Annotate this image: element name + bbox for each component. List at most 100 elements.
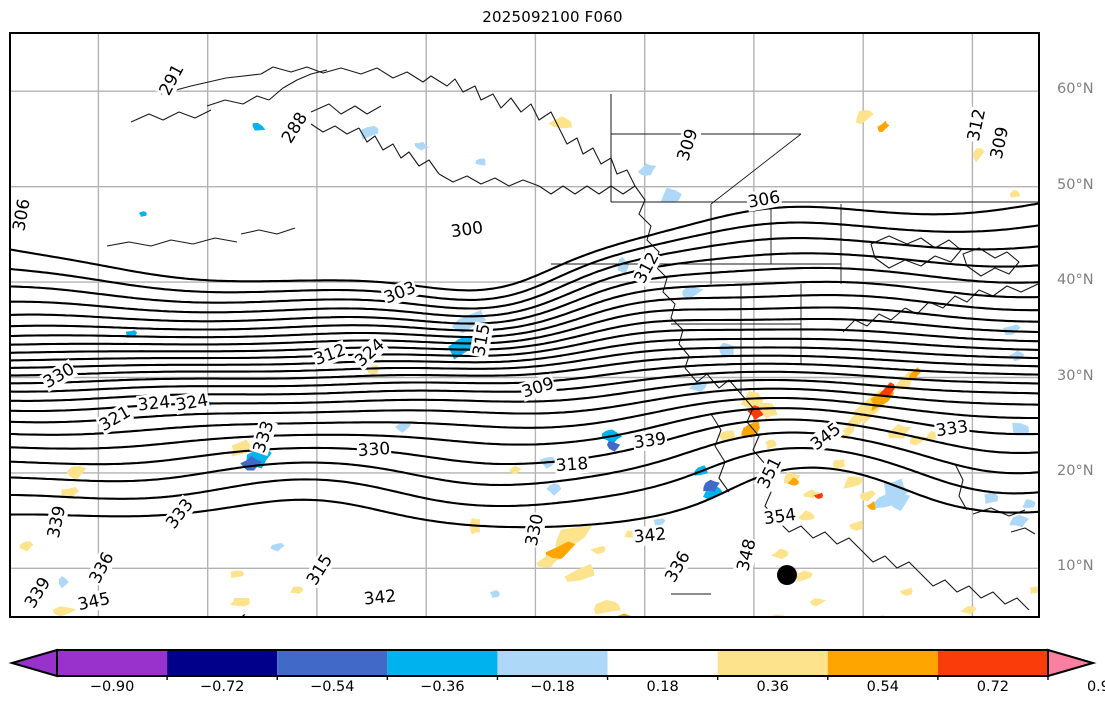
anomaly-patch xyxy=(395,422,412,433)
contour-label-halo xyxy=(155,60,188,100)
thickness-contour-321 xyxy=(11,346,1038,377)
colorbar-segment-royal-blue[interactable] xyxy=(277,650,388,676)
page-title: 2025092100 F060 xyxy=(482,8,623,26)
colorbar-segment-light-yellow[interactable] xyxy=(717,650,828,676)
anomaly-patch xyxy=(843,476,863,489)
anomaly-patch xyxy=(888,493,911,512)
contour-label-halo xyxy=(469,321,494,359)
colorbar-segment-extend-low-violet[interactable] xyxy=(57,650,168,676)
anomaly-patch xyxy=(833,459,846,469)
colorbar-label-5: 0.18 xyxy=(646,679,679,695)
contour-label-halo xyxy=(11,196,34,234)
anomaly-patch xyxy=(972,148,985,163)
thickness-contour-351 xyxy=(11,446,1038,508)
anomaly-patch xyxy=(475,158,486,166)
anomaly-patch xyxy=(18,541,34,552)
anomaly-patch xyxy=(874,494,892,509)
contour-label: 309 xyxy=(673,126,702,163)
thickness-contour-309 xyxy=(11,306,1038,346)
contour-label: 306 xyxy=(11,197,35,232)
anomaly-patch xyxy=(508,465,522,474)
anomaly-patch xyxy=(960,606,977,615)
contour-label-halo xyxy=(350,334,389,372)
contour-label: 342 xyxy=(363,586,397,609)
thickness-contour-288 xyxy=(11,202,1038,292)
colorbar-label-8: 0.72 xyxy=(976,679,1010,695)
anomaly-patch xyxy=(899,587,913,596)
contour-label: 300 xyxy=(450,218,485,242)
colorbar-svg xyxy=(8,648,1097,680)
colorbar-label-0: −0.90 xyxy=(89,679,135,695)
anomaly-patch xyxy=(637,163,657,176)
contour-label-halo xyxy=(448,217,486,242)
anomaly-patch xyxy=(489,590,500,598)
anomaly-patch xyxy=(229,597,250,607)
anomaly-patch xyxy=(745,421,760,438)
anomaly-patch xyxy=(1030,586,1038,594)
lat-tick-10N: 10°N xyxy=(1057,558,1094,575)
contour-label-halo xyxy=(986,124,1013,162)
contour-label: 345 xyxy=(807,419,845,455)
contour-label-halo xyxy=(733,536,760,574)
anomaly-patch xyxy=(848,520,863,531)
colorbar-segment-light-blue[interactable] xyxy=(497,650,608,676)
map-panel[interactable]: 291 288 306 300 309 306 312 309 303 312 324 315 309 3… xyxy=(9,32,1094,670)
anomaly-patch xyxy=(770,548,789,560)
colorbar-label-6: 0.36 xyxy=(756,679,789,695)
anomaly-patch xyxy=(860,490,876,502)
contour-label: 336 xyxy=(225,611,260,616)
anomaly-patch xyxy=(414,141,429,151)
colorbar-label-7: 0.54 xyxy=(866,679,899,695)
contour-label-halo xyxy=(161,494,198,533)
contour-label: 345 xyxy=(76,589,112,615)
thickness-contour-291 xyxy=(11,221,1038,301)
contour-label-halo xyxy=(630,248,663,288)
contour-label: 318 xyxy=(555,454,589,476)
contour-label-halo xyxy=(85,548,118,588)
colorbar-label-9: 0.90 xyxy=(1086,679,1105,695)
contour-label: 333 xyxy=(935,417,970,441)
colorbar-segment-deep-sky-blue[interactable] xyxy=(387,650,498,676)
lat-tick-20N: 20°N xyxy=(1057,462,1094,479)
contour-label: 291 xyxy=(156,61,189,99)
colorbar-segment-navy[interactable] xyxy=(167,650,278,676)
anomaly-patch xyxy=(289,586,304,594)
thickness-contour-306 xyxy=(11,294,1038,339)
anomaly-patch xyxy=(1009,350,1025,362)
colorbar-label-3: −0.36 xyxy=(420,679,465,695)
anomaly-patch xyxy=(231,439,251,457)
colorbar-panel[interactable]: −0.90 −0.72 −0.54 −0.36 −0.18 0.18 0.36 0.54 0.7… xyxy=(0,648,1105,712)
anomaly-patch xyxy=(810,598,826,607)
contour-label-halo xyxy=(761,504,799,529)
colorbar-outline xyxy=(56,649,1049,677)
contour-label: 315 xyxy=(303,551,337,589)
storm-center-marker[interactable] xyxy=(777,565,797,585)
colorbar-segment-white[interactable] xyxy=(607,650,718,676)
map-frame: 291 288 306 300 309 306 312 309 303 312 324 315 309 3… xyxy=(9,32,1040,618)
colorbar-segment-orange[interactable] xyxy=(827,650,938,676)
contour-label: 306 xyxy=(746,187,781,212)
contour-label-halo xyxy=(277,108,312,148)
anomaly-patch xyxy=(792,570,813,582)
colorbar-segment-orange-red[interactable] xyxy=(937,650,1048,676)
anomaly-patch xyxy=(564,563,595,582)
contour-label: 330 xyxy=(357,439,391,461)
contour-label: 330 xyxy=(40,359,78,393)
contour-label-halo xyxy=(518,373,557,402)
contour-label: 339 xyxy=(44,504,70,540)
contour-label-halo xyxy=(753,453,786,493)
anomaly-patch xyxy=(682,286,704,299)
anomaly-patch xyxy=(536,555,559,568)
thickness-contour-324 xyxy=(11,354,1038,385)
anomaly-patch xyxy=(1012,422,1030,436)
anomaly-patch xyxy=(252,122,266,131)
anomaly-patch xyxy=(607,440,621,452)
thickness-contour-345 xyxy=(11,418,1038,466)
contour-label-halo xyxy=(302,550,337,590)
contour-label-halo xyxy=(631,428,669,453)
contour-label-halo xyxy=(356,438,392,461)
thickness-contour-297 xyxy=(11,252,1038,318)
thickness-contour-315 xyxy=(11,328,1038,362)
anomaly-patch xyxy=(797,510,815,521)
